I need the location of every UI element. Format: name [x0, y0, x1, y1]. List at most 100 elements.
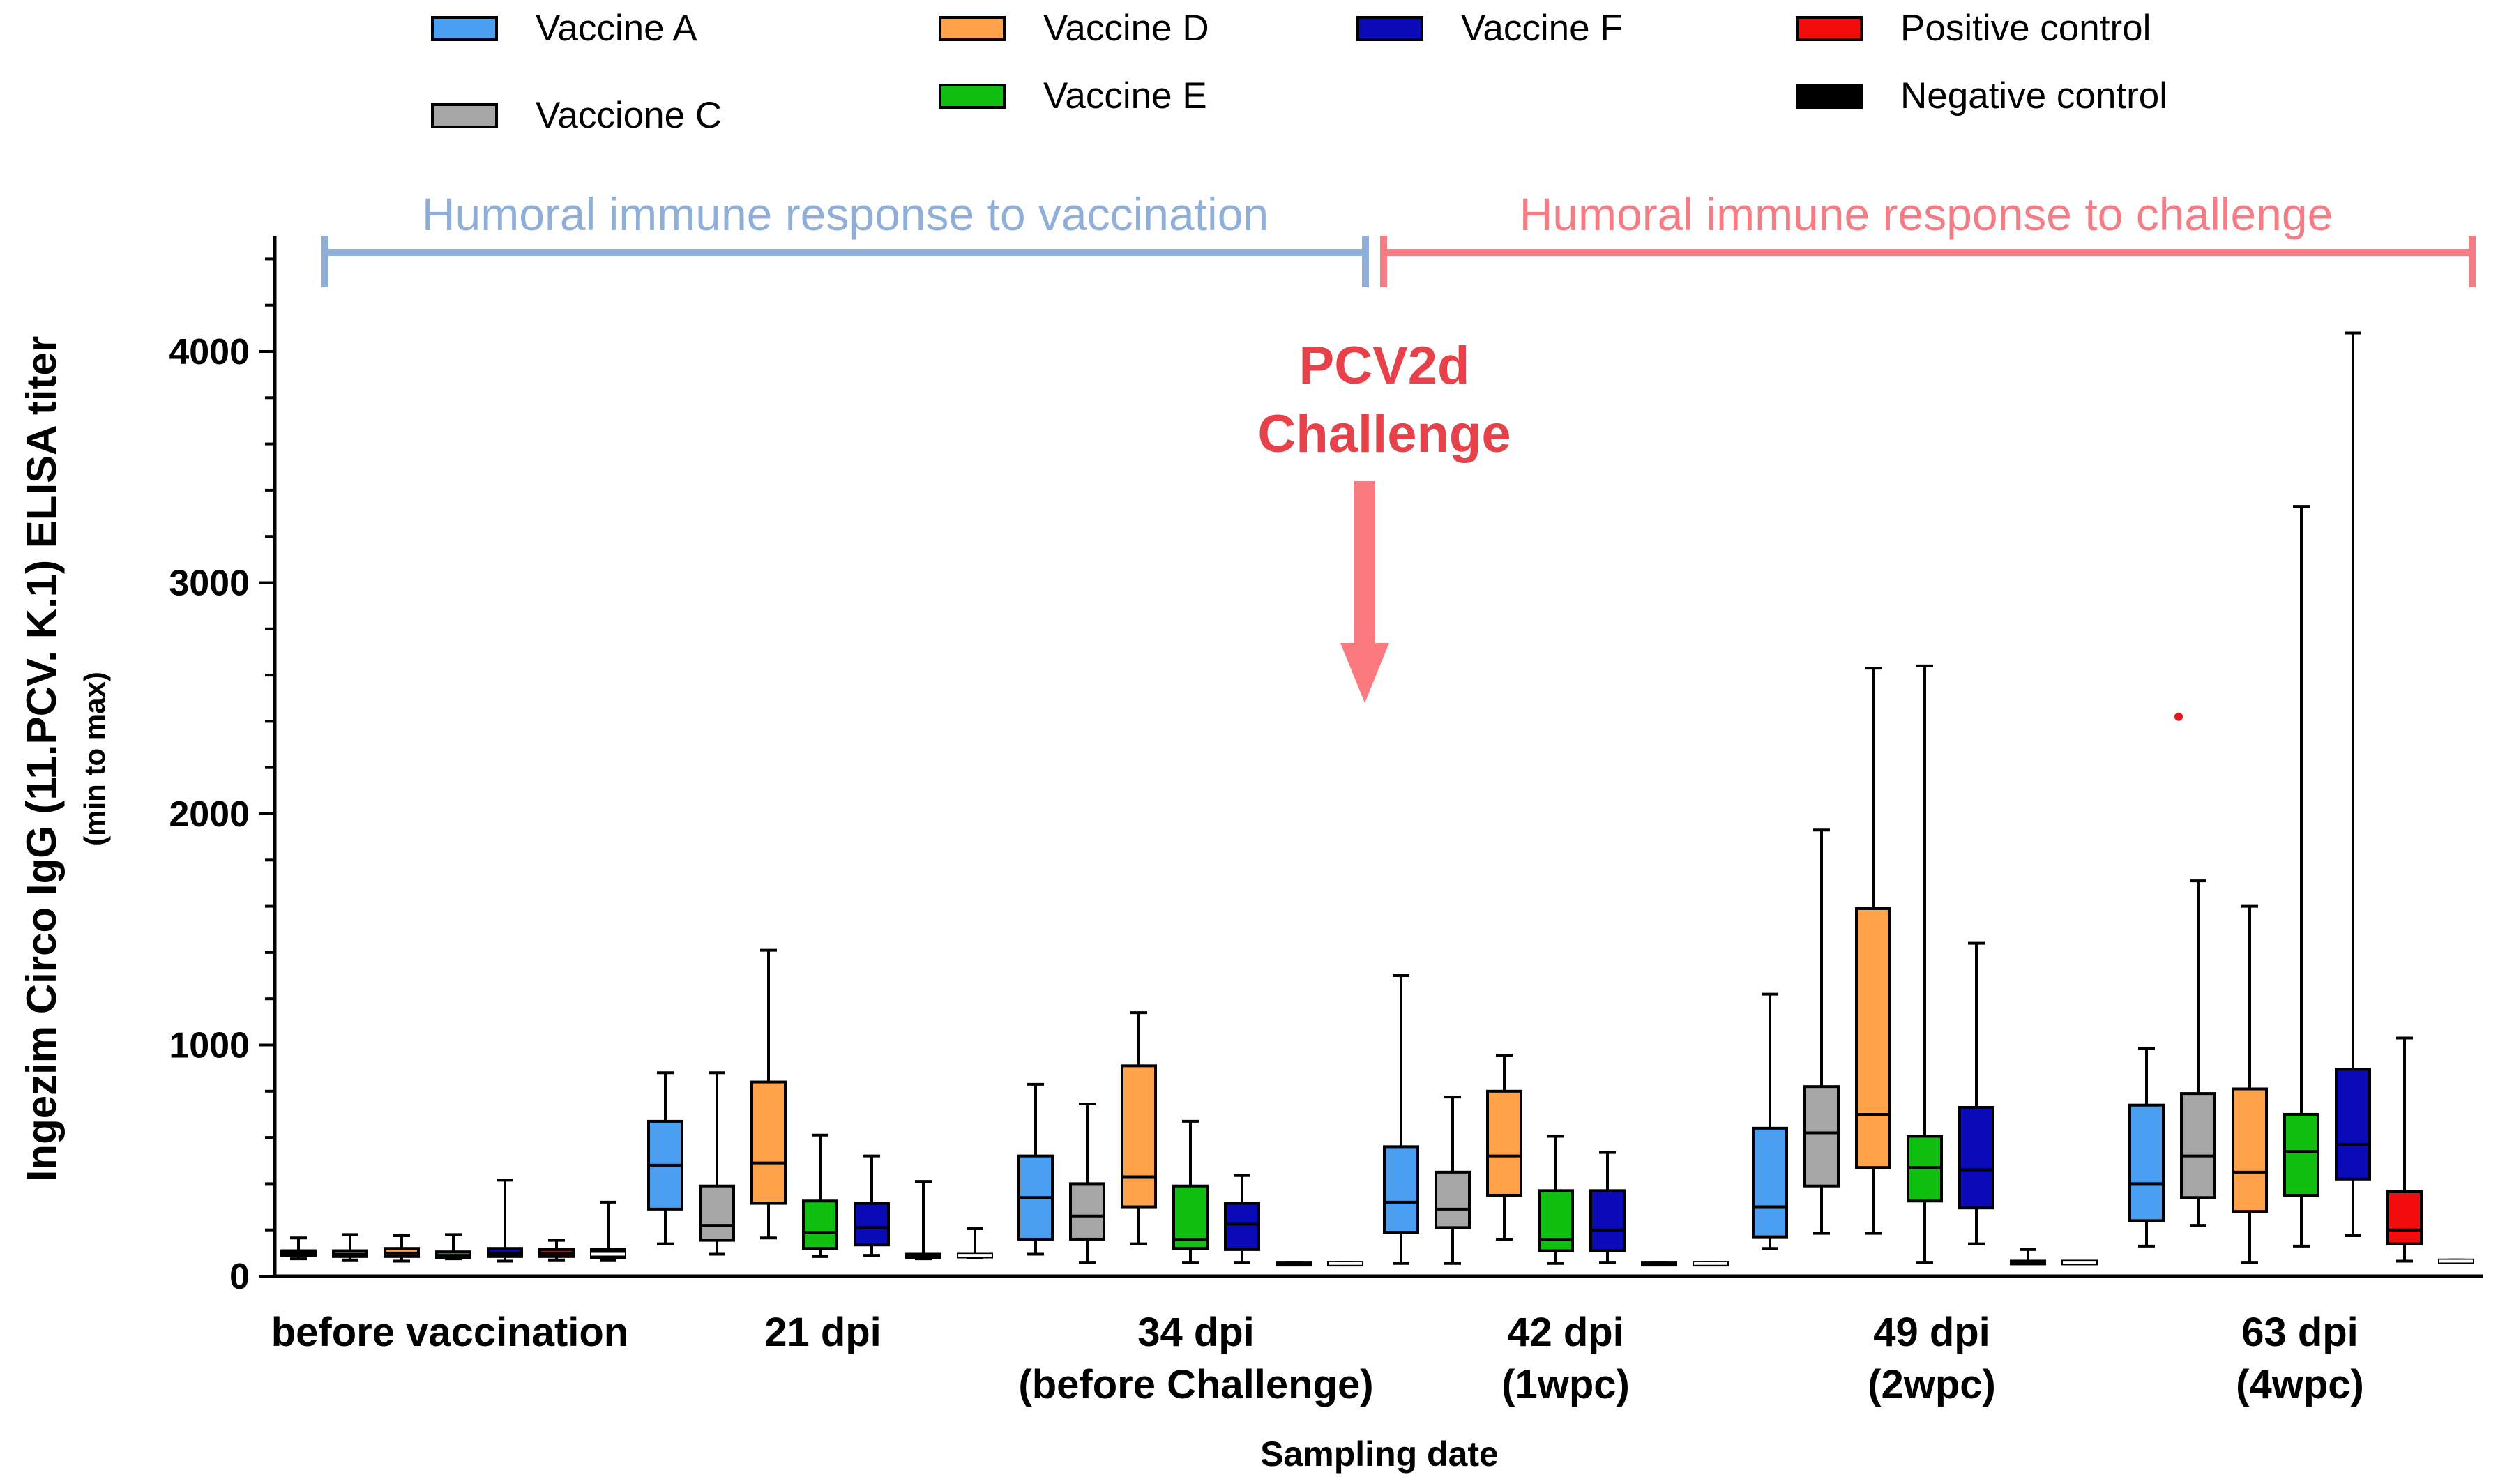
axes: 0 1000 2000 3000 4000 before vaccination 21 d… — [18, 236, 2483, 1474]
vaccination-phase-label: Humoral immune response to vaccination — [422, 188, 1269, 240]
y-tick-label: 1000 — [169, 1026, 250, 1066]
challenge-arrow-head — [1340, 643, 1389, 703]
iqr-box — [1855, 907, 1891, 1169]
challenge-phase-label: Humoral immune response to challenge — [1520, 188, 2333, 240]
y-tick-label: 3000 — [169, 563, 250, 604]
box-vaccine-a-3 — [1383, 974, 1419, 1265]
box-positive-control-4 — [2010, 1248, 2046, 1266]
box-vaccine-e-2 — [1172, 1119, 1209, 1264]
legend-label: Vaccine D — [1043, 8, 1209, 49]
phase-annotations: Humoral immune response to vaccination H… — [321, 188, 2476, 703]
x-category-label: 34 dpi — [1137, 1310, 1255, 1355]
iqr-box — [854, 1202, 890, 1247]
legend-swatch — [939, 84, 1006, 109]
box-vaccine-a-4 — [1752, 992, 1788, 1250]
box-vaccine-f-2 — [1224, 1174, 1260, 1264]
iqr-box — [1435, 1170, 1471, 1229]
x-category-sublabel: (1wpc) — [1501, 1362, 1630, 1407]
box-vaccine-d-5 — [2232, 904, 2268, 1264]
x-category-label: 42 dpi — [1507, 1310, 1624, 1355]
box-vaccine-f-0 — [487, 1179, 523, 1263]
box-vaccione-c-3 — [1435, 1096, 1471, 1265]
x-category-label: 21 dpi — [764, 1310, 881, 1355]
legend-label: Vaccine A — [536, 8, 697, 49]
box-vaccione-c-0 — [332, 1233, 368, 1262]
legend-label: Vaccine E — [1043, 75, 1207, 116]
iqr-box — [2128, 1103, 2165, 1222]
box-vaccine-e-0 — [435, 1233, 471, 1261]
outlier-point — [2174, 712, 2183, 721]
legend-item-vaccine-e: Vaccine E — [939, 75, 1207, 116]
legend-item-vaccine-d: Vaccine D — [939, 8, 1209, 49]
iqr-box — [1383, 1145, 1419, 1234]
iqr-box — [2180, 1092, 2216, 1199]
iqr-box — [750, 1080, 787, 1205]
box-vaccine-a-0 — [280, 1236, 317, 1261]
x-category-label: 63 dpi — [2241, 1310, 2359, 1355]
legend-label: Vaccine F — [1461, 8, 1623, 49]
iqr-box — [1538, 1189, 1574, 1252]
x-axis-label: Sampling date — [1260, 1434, 1499, 1474]
challenge-label-line1: PCV2d — [1299, 336, 1470, 395]
box-vaccine-d-0 — [384, 1234, 420, 1263]
box-negative-control-0 — [590, 1200, 626, 1262]
box-positive-control-1 — [905, 1180, 941, 1261]
box-vaccine-e-5 — [2283, 505, 2319, 1248]
box-plots — [280, 331, 2474, 1267]
box-vaccine-d-4 — [1855, 667, 1891, 1235]
y-axis-sublabel: (min to max) — [78, 672, 111, 846]
legend-swatch — [1796, 84, 1863, 109]
x-category-sublabel: (4wpc) — [2236, 1362, 2364, 1407]
box-vaccine-a-2 — [1017, 1082, 1054, 1256]
legend-item-positive-control: Positive control — [1796, 8, 2151, 49]
box-vaccine-e-1 — [802, 1133, 838, 1258]
legend-item-vaccine-a: Vaccine A — [431, 8, 697, 49]
iqr-box — [802, 1199, 838, 1250]
box-vaccine-d-3 — [1486, 1054, 1522, 1241]
box-vaccine-d-1 — [750, 948, 787, 1240]
legend-swatch — [939, 16, 1006, 41]
box-negative-control-1 — [957, 1227, 993, 1259]
box-positive-control-2 — [1276, 1261, 1312, 1267]
box-vaccione-c-5 — [2180, 879, 2216, 1227]
x-category-sublabel: (before Challenge) — [1018, 1362, 1373, 1407]
iqr-box — [1589, 1189, 1626, 1252]
box-vaccine-a-5 — [2128, 1047, 2165, 1248]
x-category-labels: before vaccination 21 dpi 34 dpi (before Ch… — [271, 1310, 2364, 1407]
iqr-box — [2335, 1068, 2371, 1181]
iqr-box — [699, 1184, 735, 1242]
legend-item-vaccione-c: Vaccione C — [431, 95, 722, 136]
box-vaccione-c-4 — [1803, 828, 1840, 1235]
iqr-box — [2232, 1087, 2268, 1213]
iqr-box — [1958, 1106, 1994, 1210]
box-vaccine-d-2 — [1121, 1011, 1157, 1246]
box-negative-control-5 — [2438, 1258, 2474, 1264]
y-tick-label: 2000 — [169, 794, 250, 835]
challenge-label-line2: Challenge — [1257, 404, 1511, 464]
legend-swatch — [431, 103, 498, 128]
legend-item-negative-control: Negative control — [1796, 75, 2167, 116]
box-positive-control-3 — [1641, 1261, 1677, 1267]
legend-swatch — [1356, 16, 1423, 41]
y-tick-label: 0 — [229, 1257, 250, 1297]
box-positive-control-0 — [538, 1239, 575, 1262]
box-vaccine-e-3 — [1538, 1135, 1574, 1265]
box-negative-control-3 — [1693, 1261, 1729, 1267]
iqr-box — [1121, 1064, 1157, 1209]
iqr-box — [1224, 1202, 1260, 1251]
iqr-box — [1486, 1089, 1522, 1197]
y-ticks: 0 1000 2000 3000 4000 — [169, 257, 275, 1297]
legend-label: Positive control — [1900, 8, 2151, 49]
x-category-label: before vaccination — [271, 1310, 628, 1355]
legend-label: Negative control — [1900, 75, 2167, 116]
box-vaccine-f-3 — [1589, 1151, 1626, 1264]
challenge-arrow-shaft — [1354, 481, 1375, 649]
x-category-sublabel: (2wpc) — [1868, 1362, 1996, 1407]
y-tick-label: 4000 — [169, 332, 250, 372]
x-category-label: 49 dpi — [1873, 1310, 1990, 1355]
box-vaccine-f-1 — [854, 1154, 890, 1257]
box-vaccine-e-4 — [1907, 664, 1943, 1264]
box-vaccine-a-1 — [647, 1071, 683, 1246]
iqr-box — [1803, 1085, 1840, 1188]
